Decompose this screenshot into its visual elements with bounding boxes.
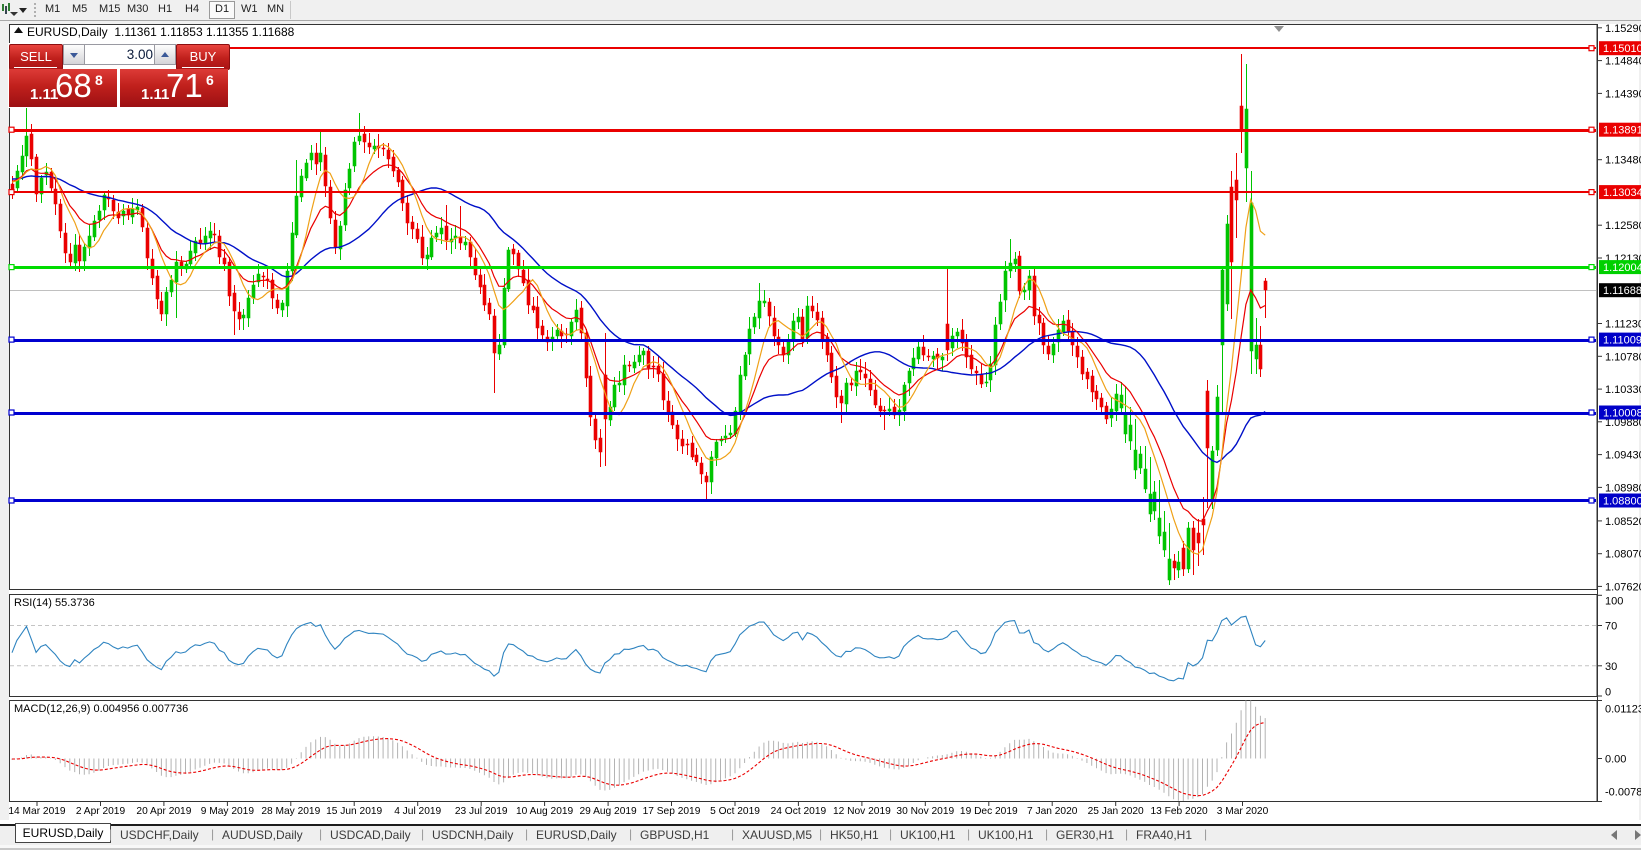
svg-text:RSI(14) 55.3736: RSI(14) 55.3736 <box>14 597 95 609</box>
svg-text:10 Aug 2019: 10 Aug 2019 <box>516 806 574 817</box>
svg-text:70: 70 <box>1605 621 1617 633</box>
svg-text:1.09880: 1.09880 <box>1605 417 1641 429</box>
svg-text:1.09430: 1.09430 <box>1605 450 1641 462</box>
svg-text:1.11688: 1.11688 <box>1603 285 1641 297</box>
svg-text:1.08070: 1.08070 <box>1605 549 1641 561</box>
svg-text:1.14840: 1.14840 <box>1605 56 1641 68</box>
svg-text:1.12004: 1.12004 <box>1603 262 1641 274</box>
svg-text:1.12580: 1.12580 <box>1605 220 1641 232</box>
svg-text:28 May 2019: 28 May 2019 <box>261 806 320 817</box>
svg-text:15 Jun 2019: 15 Jun 2019 <box>326 806 382 817</box>
svg-text:1.13034: 1.13034 <box>1603 187 1641 199</box>
svg-text:29 Aug 2019: 29 Aug 2019 <box>579 806 637 817</box>
svg-text:0.011232: 0.011232 <box>1605 704 1641 716</box>
svg-text:1.08800: 1.08800 <box>1603 496 1641 508</box>
svg-text:1.13480: 1.13480 <box>1605 155 1641 167</box>
svg-text:1.10780: 1.10780 <box>1605 351 1641 363</box>
svg-text:1.08520: 1.08520 <box>1605 516 1641 528</box>
svg-text:1.15290: 1.15290 <box>1605 23 1641 35</box>
svg-text:1.15010: 1.15010 <box>1603 43 1641 55</box>
svg-text:1.10008: 1.10008 <box>1603 408 1641 420</box>
svg-text:23 Jul 2019: 23 Jul 2019 <box>455 806 508 817</box>
svg-text:14 Mar 2019: 14 Mar 2019 <box>8 806 66 817</box>
svg-text:0: 0 <box>1605 687 1611 699</box>
svg-text:30 Nov 2019: 30 Nov 2019 <box>896 806 954 817</box>
svg-text:1.13891: 1.13891 <box>1603 125 1641 137</box>
svg-text:17 Sep 2019: 17 Sep 2019 <box>643 806 701 817</box>
svg-text:19 Dec 2019: 19 Dec 2019 <box>960 806 1018 817</box>
svg-text:13 Feb 2020: 13 Feb 2020 <box>1150 806 1208 817</box>
svg-text:1.11230: 1.11230 <box>1605 319 1641 331</box>
svg-text:3 Mar 2020: 3 Mar 2020 <box>1217 806 1269 817</box>
svg-text:1.14390: 1.14390 <box>1605 88 1641 100</box>
svg-text:4 Jul 2019: 4 Jul 2019 <box>394 806 441 817</box>
svg-text:1.07620: 1.07620 <box>1605 581 1641 593</box>
svg-text:100: 100 <box>1605 596 1623 608</box>
svg-text:9 May 2019: 9 May 2019 <box>201 806 255 817</box>
svg-text:1.11009: 1.11009 <box>1603 335 1641 347</box>
svg-text:1.08980: 1.08980 <box>1605 482 1641 494</box>
svg-text:12 Nov 2019: 12 Nov 2019 <box>833 806 891 817</box>
svg-text:EURUSD,Daily 1.11361 1.11853: EURUSD,Daily 1.11361 1.11853 1.11355 1.1… <box>27 25 295 39</box>
svg-text:0.00: 0.00 <box>1605 754 1626 766</box>
svg-text:30: 30 <box>1605 661 1617 673</box>
svg-text:5 Oct 2019: 5 Oct 2019 <box>710 806 760 817</box>
svg-text:20 Apr 2019: 20 Apr 2019 <box>136 806 191 817</box>
svg-text:1.10330: 1.10330 <box>1605 384 1641 396</box>
svg-text:7 Jan 2020: 7 Jan 2020 <box>1027 806 1078 817</box>
svg-text:-0.007894: -0.007894 <box>1605 787 1641 799</box>
svg-text:MACD(12,26,9) 0.004956 0.00773: MACD(12,26,9) 0.004956 0.007736 <box>14 703 188 715</box>
svg-text:24 Oct 2019: 24 Oct 2019 <box>771 806 827 817</box>
svg-text:2 Apr 2019: 2 Apr 2019 <box>76 806 126 817</box>
svg-text:25 Jan 2020: 25 Jan 2020 <box>1088 806 1144 817</box>
